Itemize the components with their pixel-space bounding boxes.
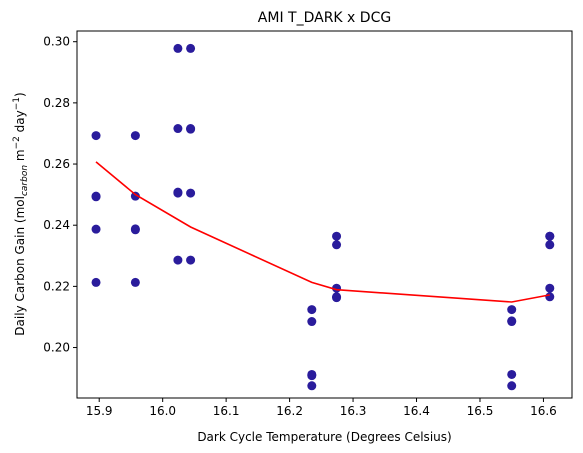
y-tick-label: 0.20: [43, 341, 70, 355]
y-axis-title: Daily Carbon Gain (molcarbon m−2 day−1): [12, 92, 30, 335]
x-axis-title: Dark Cycle Temperature (Degrees Celsius): [197, 430, 451, 444]
y-tick-label: 0.22: [43, 279, 70, 293]
plot-frame: [76, 30, 573, 399]
data-point: [91, 131, 101, 141]
data-point: [91, 277, 101, 287]
x-tick-label: 16.1: [213, 404, 240, 418]
data-point: [186, 124, 196, 134]
y-axis-title-superscript-1: −2: [12, 136, 22, 149]
data-point: [307, 317, 317, 327]
data-point: [332, 240, 342, 250]
x-tick-label: 16.5: [467, 404, 494, 418]
x-tick-label: 16.0: [149, 404, 176, 418]
data-point: [307, 381, 317, 391]
y-tick-label: 0.24: [43, 218, 70, 232]
plot-layer: [91, 43, 555, 391]
x-tick-label: 16.3: [340, 404, 367, 418]
data-point: [130, 191, 140, 201]
data-point: [507, 305, 517, 315]
x-tick-label: 16.6: [530, 404, 557, 418]
x-tick-label: 15.9: [86, 404, 113, 418]
x-tick-label: 16.2: [276, 404, 303, 418]
y-axis-title-suffix: ): [13, 92, 27, 97]
data-point: [507, 369, 517, 379]
data-point: [545, 231, 555, 241]
data-point: [507, 316, 517, 326]
y-axis-title-prefix: Daily Carbon Gain (mol: [13, 196, 27, 336]
trend-line: [95, 161, 550, 303]
chart-title: AMI T_DARK x DCG: [258, 10, 391, 26]
y-axis-title-mid: m: [13, 149, 27, 165]
data-point: [307, 305, 317, 315]
y-axis-title-superscript-2: −1: [12, 97, 22, 110]
data-point: [130, 277, 140, 287]
data-point: [91, 224, 101, 234]
data-point: [173, 124, 183, 134]
data-point: [173, 43, 183, 53]
data-point: [173, 255, 183, 265]
data-point: [130, 225, 140, 235]
data-point: [186, 255, 196, 265]
data-point: [545, 240, 555, 250]
y-tick-label: 0.30: [43, 35, 70, 49]
y-tick-label: 0.26: [43, 157, 70, 171]
data-point: [91, 192, 101, 202]
data-point: [186, 43, 196, 53]
data-point: [307, 371, 317, 381]
data-point: [545, 292, 555, 302]
data-point: [507, 381, 517, 391]
y-axis-title-subscript: carbon: [20, 165, 30, 196]
y-axis: 0.20 0.22 0.24 0.26 0.28 0.30: [43, 35, 77, 355]
data-point: [332, 293, 342, 303]
data-point: [186, 188, 196, 198]
data-point: [130, 131, 140, 141]
data-point: [332, 231, 342, 241]
x-axis: 15.9 16.0 16.1 16.2 16.3 16.4 16.5 16.6: [86, 398, 557, 418]
x-tick-label: 16.4: [403, 404, 430, 418]
data-point: [173, 188, 183, 198]
y-axis-title-mid-2: day: [13, 110, 27, 136]
y-tick-label: 0.28: [43, 96, 70, 110]
data-point: [545, 283, 555, 293]
